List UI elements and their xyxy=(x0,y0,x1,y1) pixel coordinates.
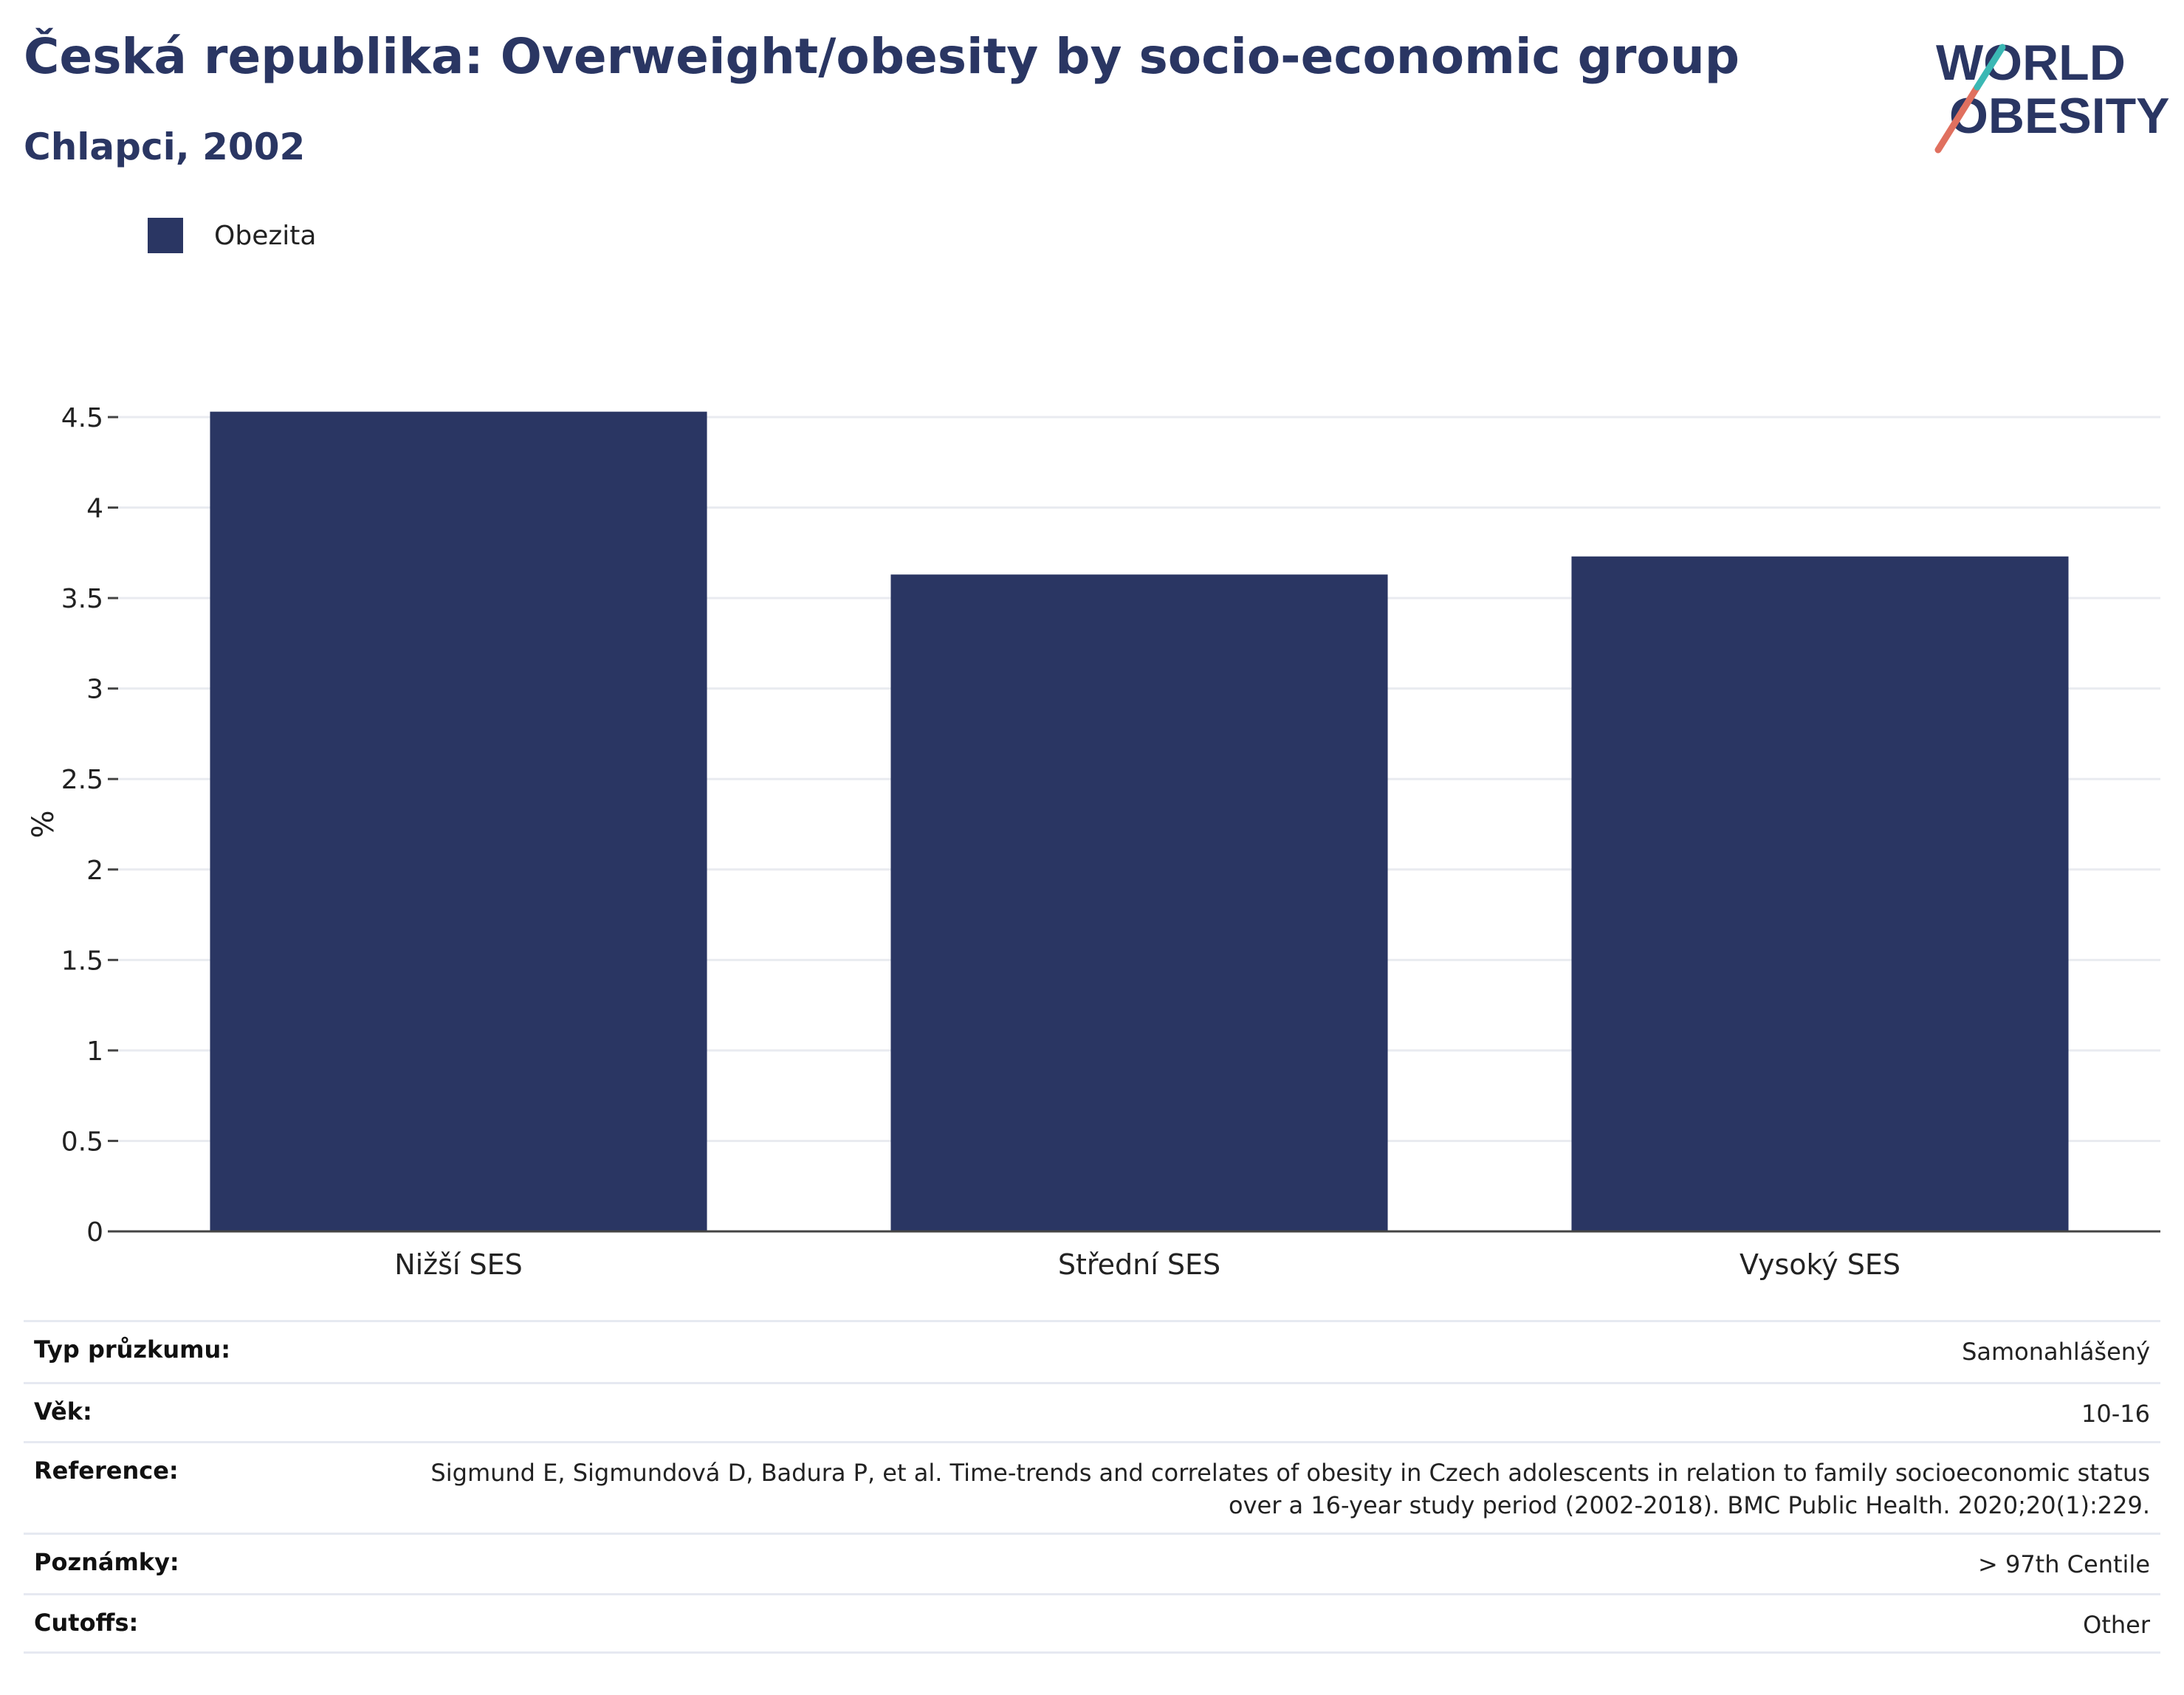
y-axis-label: % xyxy=(27,810,61,838)
x-tick-label: Nižší SES xyxy=(394,1248,523,1281)
bar-3 xyxy=(1571,556,2069,1231)
metadata-row: Typ průzkumu: Samonahlášený xyxy=(24,1320,2160,1382)
metadata-row: Cutoffs: Other xyxy=(24,1593,2160,1654)
y-tick-label: 3.5 xyxy=(61,584,103,614)
metadata-value: Samonahlášený xyxy=(1962,1338,2150,1366)
logo-slash-teal xyxy=(1974,44,2006,91)
world-obesity-logo: WORLD OBESITY xyxy=(1934,35,2170,154)
metadata-key: Poznámky: xyxy=(34,1548,179,1576)
legend-swatch xyxy=(148,218,183,253)
y-tick-label: 4.5 xyxy=(61,403,103,433)
chart-subtitle: Chlapci, 2002 xyxy=(24,126,306,168)
metadata-value: Sigmund E, Sigmundová D, Badura P, et al… xyxy=(430,1459,2150,1519)
legend-label: Obezita xyxy=(214,220,317,251)
metadata-value: > 97th Centile xyxy=(1977,1550,2150,1578)
x-tick-label: Vysoký SES xyxy=(1740,1248,1900,1281)
metadata-table: Typ průzkumu: Samonahlášený Věk: 10-16 Refer… xyxy=(24,1320,2160,1654)
y-tick-label: 2 xyxy=(86,856,103,886)
bar-2 xyxy=(890,574,1388,1231)
metadata-value: Other xyxy=(2083,1611,2150,1639)
chart-title: Česká republika: Overweight/obesity by s… xyxy=(24,28,1740,85)
metadata-value: 10-16 xyxy=(2081,1400,2150,1428)
y-tick-label: 0.5 xyxy=(61,1127,103,1157)
x-tick-label: Střední SES xyxy=(1058,1248,1220,1281)
y-tick-label: 1.5 xyxy=(61,946,103,976)
metadata-row: Věk: 10-16 xyxy=(24,1382,2160,1441)
bar-chart: 0 0.5 1 1.5 2 2.5 3 3.5 4 4.5 Nižší SES Střední SES… xyxy=(27,403,2160,1281)
legend: Obezita xyxy=(148,218,316,253)
metadata-row: Poznámky: > 97th Centile xyxy=(24,1533,2160,1593)
y-tick-label: 0 xyxy=(86,1217,103,1248)
metadata-key: Cutoffs: xyxy=(34,1609,139,1637)
y-tick-label: 2.5 xyxy=(61,765,103,795)
metadata-key: Typ průzkumu: xyxy=(34,1335,231,1364)
logo-word-obesity: OBESITY xyxy=(1949,88,2170,144)
logo-word-world: WORLD xyxy=(1936,35,2126,91)
y-tick-label: 1 xyxy=(86,1036,103,1067)
metadata-row: Reference: Sigmund E, Sigmundová D, Badur… xyxy=(24,1441,2160,1533)
bar-1 xyxy=(210,411,707,1231)
metadata-key: Věk: xyxy=(34,1397,92,1426)
logo-slash-coral xyxy=(1934,83,1981,154)
y-tick-label: 3 xyxy=(86,675,103,705)
y-tick-label: 4 xyxy=(86,494,103,524)
metadata-key: Reference: xyxy=(34,1457,179,1485)
